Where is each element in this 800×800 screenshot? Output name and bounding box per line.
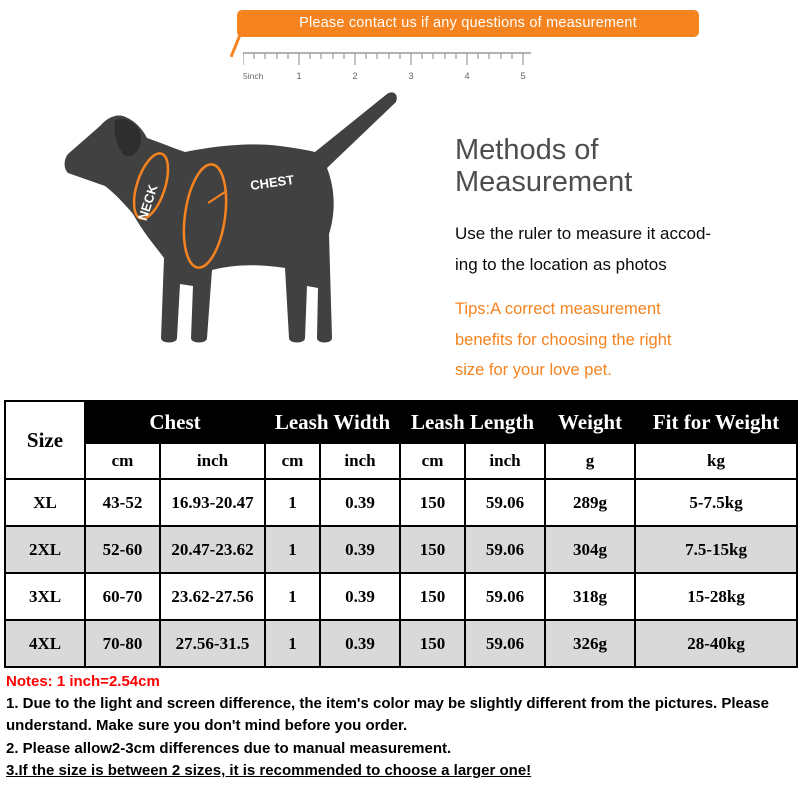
tips-line2: benefits for choosing the right <box>455 330 672 349</box>
table-cell: 289g <box>544 478 637 527</box>
tips-line3: size for your love pet. <box>455 361 612 380</box>
table-cell: 0.39 <box>318 478 402 527</box>
unit-header: cm <box>264 442 321 480</box>
note-line-3: 3.If the size is between 2 sizes, it is … <box>6 762 532 780</box>
col-header-fit-for-weight: Fit for Weight <box>634 400 799 444</box>
table-cell: 70-80 <box>84 619 161 668</box>
unit-header: cm <box>399 442 467 480</box>
table-cell: 0.39 <box>318 525 402 574</box>
table-cell: 150 <box>399 478 467 527</box>
table-cell: 0.39 <box>318 572 402 621</box>
col-header-weight: Weight <box>544 400 637 444</box>
ruler-ticks <box>243 53 524 65</box>
table-cell: 1 <box>264 572 321 621</box>
ruler-tick-number: 3 <box>408 71 413 82</box>
notes-title: Notes: 1 inch=2.54cm <box>6 673 160 690</box>
table-cell: 27.56-31.5 <box>159 619 266 668</box>
methods-title-line1: Methods of <box>455 134 599 166</box>
size-cell: 2XL <box>4 525 86 574</box>
table-row: 2XL 52-60 20.47-23.62 1 0.39 150 59.06 3… <box>4 525 799 574</box>
chest-measure-ellipse <box>182 163 228 269</box>
unit-header: g <box>544 442 637 480</box>
table-cell: 150 <box>399 572 467 621</box>
table-cell: 23.62-27.56 <box>159 572 266 621</box>
table-cell: 7.5-15kg <box>634 525 799 574</box>
table-cell: 1 <box>264 478 321 527</box>
unit-header: inch <box>318 442 402 480</box>
note-line-1: 1. Due to the light and screen differenc… <box>6 694 769 735</box>
unit-header: inch <box>159 442 266 480</box>
size-cell: 3XL <box>4 572 86 621</box>
ruler-label: 5inch <box>243 71 264 81</box>
chest-pointer-line <box>207 191 226 204</box>
table-row: 3XL 60-70 23.62-27.56 1 0.39 150 59.06 3… <box>4 572 799 621</box>
table-cell: 318g <box>544 572 637 621</box>
dog-body <box>64 92 397 343</box>
table-cell: 28-40kg <box>634 619 799 668</box>
table-cell: 0.39 <box>318 619 402 668</box>
table-cell: 5-7.5kg <box>634 478 799 527</box>
table-cell: 59.06 <box>464 525 547 574</box>
measurement-ruler: 5inch 1 2 3 4 5 <box>243 52 531 82</box>
table-cell: 59.06 <box>464 478 547 527</box>
ruler-tick-number: 4 <box>464 71 469 82</box>
size-cell: 4XL <box>4 619 86 668</box>
methods-title-line2: Measurement <box>455 166 633 199</box>
contact-banner: Please contact us if any questions of me… <box>237 10 699 37</box>
table-cell: 16.93-20.47 <box>159 478 266 527</box>
table-unit-header-row: cm inch cm inch cm inch g kg <box>5 442 799 480</box>
table-cell: 43-52 <box>84 478 161 527</box>
table-cell: 59.06 <box>464 619 547 668</box>
table-row: 4XL 70-80 27.56-31.5 1 0.39 150 59.06 32… <box>4 619 799 668</box>
table-row: XL 43-52 16.93-20.47 1 0.39 150 59.06 28… <box>4 478 799 527</box>
col-header-leash-length: Leash Length <box>399 400 547 444</box>
col-header-size: Size <box>4 400 86 480</box>
unit-header: inch <box>464 442 547 480</box>
methods-body-line2: ing to the location as photos <box>455 254 667 274</box>
table-cell: 59.06 <box>464 572 547 621</box>
size-table: Size Chest Leash Width Leash Length Weig… <box>4 400 799 668</box>
ruler-tick-number: 2 <box>352 71 357 82</box>
table-group-header-row: Size Chest Leash Width Leash Length Weig… <box>4 400 799 480</box>
table-cell: 1 <box>264 525 321 574</box>
methods-body-line1: Use the ruler to measure it accod- <box>455 223 712 243</box>
table-cell: 15-28kg <box>634 572 799 621</box>
col-header-leash-width: Leash Width <box>263 400 402 444</box>
table-cell: 304g <box>544 525 637 574</box>
table-cell: 326g <box>544 619 637 668</box>
note-line-2: 2. Please allow2-3cm differences due to … <box>6 739 452 757</box>
table-cell: 150 <box>399 619 467 668</box>
table-cell: 150 <box>399 525 467 574</box>
dog-ear <box>114 118 142 157</box>
notes-section: Notes: 1 inch=2.54cm 1. Due to the light… <box>6 671 794 783</box>
dog-illustration: NECK CHEST <box>64 92 397 343</box>
ruler-tick-number: 1 <box>296 71 301 82</box>
methods-section: Methods of Measurement Use the ruler to … <box>455 134 790 386</box>
unit-header: kg <box>634 442 799 480</box>
chest-label: CHEST <box>249 172 295 193</box>
tips-line1: Tips:A correct measurement <box>455 300 661 319</box>
size-cell: XL <box>4 478 86 527</box>
unit-header: cm <box>84 442 161 480</box>
table-cell: 52-60 <box>84 525 161 574</box>
table-cell: 20.47-23.62 <box>159 525 266 574</box>
table-cell: 60-70 <box>84 572 161 621</box>
neck-measure-ellipse <box>132 152 170 220</box>
col-header-chest: Chest <box>84 400 266 444</box>
ruler-tick-number: 5 <box>520 71 525 82</box>
table-cell: 1 <box>264 619 321 668</box>
